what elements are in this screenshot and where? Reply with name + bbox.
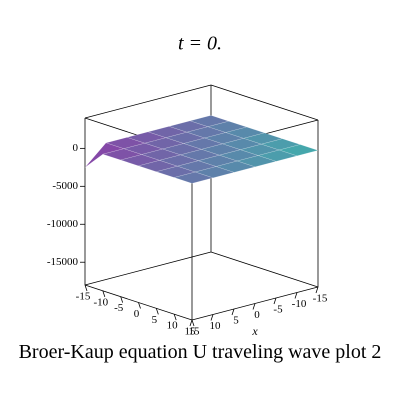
- x-tick: [294, 292, 298, 299]
- surface-patch: [173, 171, 214, 184]
- x-tick-label: 5: [233, 315, 239, 327]
- box-edge: [84, 84, 212, 119]
- x-axis-label: x: [251, 324, 258, 338]
- y-tick: [138, 302, 141, 309]
- x-tick: [315, 286, 319, 294]
- x-tick-label: 0: [254, 309, 260, 321]
- box-edge: [210, 251, 319, 288]
- x-tick-label: -5: [273, 304, 283, 316]
- x-tick-label: -15: [313, 293, 328, 305]
- x-tick-label: -10: [292, 298, 307, 310]
- chart: t = 0. x 0-5000-10000-15000-15 -10 -5 0 5 10 1…: [47, 33, 328, 338]
- y-tick-label: -15: [76, 291, 91, 303]
- z-tick-label: -5000: [52, 180, 78, 192]
- caption: Broer-Kaup equation U traveling wave plo…: [18, 341, 382, 363]
- x-tick: [273, 297, 277, 305]
- y-tick-label: 0: [134, 308, 140, 320]
- y-tick: [84, 284, 88, 292]
- box-edge: [210, 84, 319, 121]
- y-tick: [120, 296, 124, 303]
- y-tick: [102, 290, 106, 297]
- x-tick: [210, 314, 214, 321]
- y-tick-label: -10: [93, 296, 108, 308]
- x-tick: [231, 308, 235, 316]
- z-tick-label: -15000: [47, 256, 79, 268]
- y-tick: [155, 308, 159, 315]
- y-tick: [173, 314, 177, 321]
- x-tick-label: 15: [189, 326, 201, 338]
- x-tick: [189, 319, 193, 327]
- box-edge: [84, 251, 212, 286]
- y-tick-label: 5: [152, 314, 158, 326]
- z-tick-label: -10000: [47, 218, 79, 230]
- z-tick-label: 0: [73, 142, 79, 154]
- y-tick-label: 10: [167, 320, 179, 332]
- y-tick-label: 15: [185, 326, 197, 338]
- chart-title: t = 0.: [178, 33, 222, 55]
- x-tick-label: 10: [210, 320, 222, 332]
- x-tick: [252, 303, 256, 310]
- y-tick-label: -5: [114, 302, 124, 314]
- y-tick: [191, 319, 195, 327]
